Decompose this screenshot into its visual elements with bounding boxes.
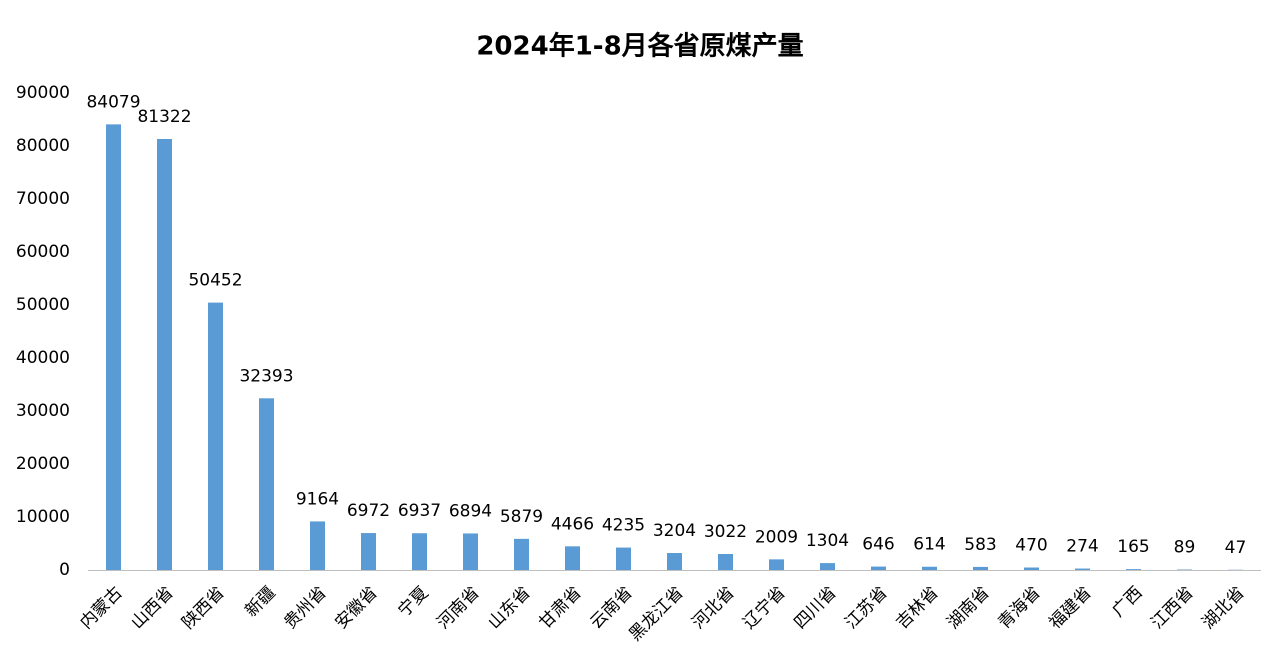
bar	[667, 553, 682, 570]
data-label: 32393	[239, 366, 293, 386]
data-label: 47	[1225, 538, 1247, 558]
x-tick-label: 四川省	[790, 583, 840, 633]
bar	[616, 547, 631, 570]
data-label: 3022	[704, 522, 747, 542]
x-tick-label: 安徽省	[331, 583, 381, 633]
data-label: 3204	[653, 521, 696, 541]
bar	[157, 138, 172, 570]
data-label: 50452	[188, 271, 242, 291]
chart-title: 2024年1-8月各省原煤产量	[476, 31, 803, 62]
data-label: 5879	[500, 507, 543, 527]
x-tick-label: 贵州省	[280, 583, 330, 633]
bar	[514, 538, 529, 570]
x-tick-label: 青海省	[994, 583, 1044, 633]
bar	[361, 533, 376, 570]
data-label: 84079	[86, 92, 140, 112]
bar	[565, 546, 580, 570]
y-tick-label: 30000	[16, 401, 70, 421]
x-tick-label: 江西省	[1147, 583, 1197, 633]
x-tick-label: 江苏省	[841, 583, 891, 633]
bar	[463, 533, 478, 570]
y-tick-label: 80000	[16, 136, 70, 156]
data-label: 6894	[449, 501, 492, 521]
y-tick-label: 60000	[16, 242, 70, 262]
x-tick-label: 吉林省	[892, 583, 942, 633]
x-tick-label: 陕西省	[178, 583, 228, 633]
bar	[412, 533, 427, 570]
data-label: 614	[913, 535, 945, 555]
x-tick-label: 山西省	[127, 583, 177, 633]
x-tick-label: 甘肃省	[535, 583, 585, 633]
bar	[769, 559, 784, 570]
y-tick-label: 40000	[16, 348, 70, 368]
data-label: 89	[1174, 538, 1196, 558]
x-tick-label: 河南省	[433, 583, 483, 633]
data-label: 583	[964, 535, 996, 555]
x-tick-label: 内蒙古	[76, 583, 126, 633]
x-tick-label: 辽宁省	[739, 583, 789, 633]
x-tick-label: 广西	[1108, 583, 1146, 621]
data-label: 470	[1015, 536, 1047, 556]
y-tick-label: 90000	[16, 83, 70, 103]
data-label: 4466	[551, 514, 594, 534]
bar	[1024, 567, 1039, 570]
x-tick-label: 黑龙江省	[625, 583, 687, 645]
x-tick-label: 云南省	[586, 583, 636, 633]
bar	[718, 553, 733, 570]
data-label: 1304	[806, 531, 849, 551]
data-label: 6937	[398, 501, 441, 521]
x-tick-label: 福建省	[1045, 583, 1095, 633]
bar	[259, 398, 274, 570]
data-label: 274	[1066, 537, 1098, 557]
bar	[310, 521, 325, 570]
bar	[1075, 568, 1090, 570]
bar	[1126, 569, 1141, 570]
y-tick-label: 10000	[16, 507, 70, 527]
x-tick-label: 山东省	[484, 583, 534, 633]
bar	[106, 124, 121, 571]
data-label: 6972	[347, 501, 390, 521]
y-tick-label: 20000	[16, 454, 70, 474]
data-label: 2009	[755, 527, 798, 547]
data-label: 646	[862, 535, 894, 555]
y-tick-label: 50000	[16, 295, 70, 315]
data-label: 4235	[602, 516, 645, 536]
x-tick-label: 宁夏	[394, 583, 432, 621]
x-tick-label: 湖北省	[1198, 583, 1248, 633]
x-tick-label: 河北省	[688, 583, 738, 633]
data-label: 81322	[137, 107, 191, 127]
bar	[208, 302, 223, 570]
y-tick-label: 0	[59, 560, 70, 580]
x-tick-label: 湖南省	[943, 583, 993, 633]
bar	[820, 563, 835, 570]
bar	[871, 566, 886, 570]
data-label: 9164	[296, 489, 339, 509]
x-tick-label: 新疆	[241, 583, 279, 621]
bar	[922, 566, 937, 570]
data-label: 165	[1117, 537, 1149, 557]
y-tick-label: 70000	[16, 189, 70, 209]
bar	[973, 566, 988, 570]
